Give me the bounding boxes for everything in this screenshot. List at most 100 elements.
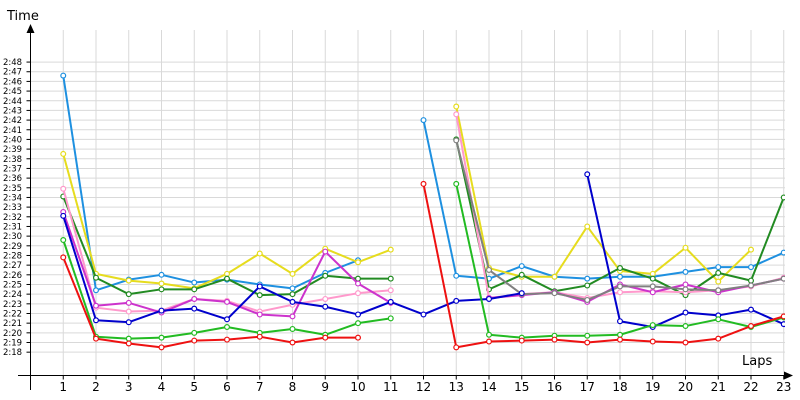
y-tick-label: 2:31 <box>3 222 22 232</box>
y-tick-label: 2:27 <box>3 261 22 271</box>
x-tick-label: 23 <box>776 380 791 394</box>
y-tick-label: 2:35 <box>3 184 22 194</box>
data-point <box>518 290 525 297</box>
data-point <box>584 223 591 230</box>
data-point <box>355 275 362 282</box>
data-point <box>125 291 132 298</box>
data-point <box>322 248 329 255</box>
x-tick-label: 6 <box>223 380 231 394</box>
x-tick-label: 16 <box>547 380 562 394</box>
data-point <box>747 282 754 289</box>
data-point <box>584 282 591 289</box>
y-tick-label: 2:41 <box>3 126 22 136</box>
data-point <box>780 249 785 256</box>
data-point <box>322 295 329 302</box>
data-point <box>486 266 493 273</box>
data-point <box>486 331 493 338</box>
data-point <box>453 180 460 187</box>
y-tick-label: 2:39 <box>3 145 22 155</box>
y-tick-label: 2:19 <box>3 339 22 349</box>
data-point <box>191 305 198 312</box>
x-tick-label: 17 <box>580 380 595 394</box>
x-tick-label: 5 <box>190 380 198 394</box>
data-point <box>780 194 785 201</box>
data-point <box>191 337 198 344</box>
y-axis-title: Time <box>6 9 39 24</box>
data-point <box>649 283 656 290</box>
series-line <box>488 277 784 303</box>
data-point <box>92 317 99 324</box>
data-point <box>616 318 623 325</box>
data-point <box>780 321 785 328</box>
data-point <box>715 335 722 342</box>
data-point <box>616 289 623 296</box>
x-tick-label: 22 <box>743 380 758 394</box>
data-point <box>453 111 460 118</box>
data-point <box>649 322 656 329</box>
data-point <box>387 275 394 282</box>
data-point <box>158 280 165 287</box>
y-tick-label: 2:44 <box>3 97 22 107</box>
y-tick-label: 2:36 <box>3 174 22 184</box>
data-point <box>486 338 493 345</box>
y-tick-label: 2:33 <box>3 203 22 213</box>
data-point <box>453 297 460 304</box>
data-point <box>224 336 231 343</box>
data-point <box>616 331 623 338</box>
data-point <box>682 281 689 288</box>
x-tick-label: 13 <box>449 380 464 394</box>
y-tick-label: 2:20 <box>3 329 22 339</box>
data-point <box>256 333 263 340</box>
y-tick-label: 2:21 <box>3 319 22 329</box>
x-tick-label: 9 <box>321 380 329 394</box>
y-tick-label: 2:45 <box>3 87 22 97</box>
data-point <box>649 338 656 345</box>
x-tick-label: 4 <box>158 380 166 394</box>
y-axis-arrow <box>26 24 35 33</box>
data-point <box>355 320 362 327</box>
y-tick-label: 2:26 <box>3 271 22 281</box>
data-point <box>158 271 165 278</box>
series-line <box>422 183 785 349</box>
data-point <box>584 339 591 346</box>
data-point <box>518 337 525 344</box>
x-tick-label: 19 <box>645 380 660 394</box>
data-point <box>420 117 427 124</box>
y-tick-label: 2:43 <box>3 106 22 116</box>
data-point <box>682 339 689 346</box>
data-point <box>780 313 785 320</box>
data-point <box>551 273 558 280</box>
data-point <box>92 274 99 281</box>
data-point <box>60 212 67 219</box>
y-tick-label: 2:34 <box>3 193 22 203</box>
data-point <box>191 329 198 336</box>
y-tick-label: 2:22 <box>3 309 22 319</box>
data-point <box>224 270 231 277</box>
y-tick-label: 2:24 <box>3 290 22 300</box>
y-tick-label: 2:46 <box>3 77 22 87</box>
x-tick-label: 10 <box>350 380 365 394</box>
data-point <box>747 246 754 253</box>
data-point <box>289 298 296 305</box>
data-point <box>60 150 67 157</box>
data-point <box>158 286 165 293</box>
data-point <box>289 325 296 332</box>
data-point <box>289 285 296 292</box>
data-point <box>387 315 394 322</box>
series-8 <box>60 180 785 342</box>
series-line <box>422 119 785 280</box>
data-point <box>584 275 591 282</box>
data-point <box>682 286 689 293</box>
data-point <box>551 336 558 343</box>
data-point <box>125 335 132 342</box>
data-point <box>486 295 493 302</box>
data-point <box>649 275 656 282</box>
x-tick-label: 2 <box>92 380 100 394</box>
data-point <box>453 272 460 279</box>
data-point <box>355 290 362 297</box>
axes <box>18 24 793 390</box>
x-axis-arrow <box>784 371 793 380</box>
x-tick-label: 14 <box>481 380 496 394</box>
y-tick-label: 2:18 <box>3 348 22 358</box>
